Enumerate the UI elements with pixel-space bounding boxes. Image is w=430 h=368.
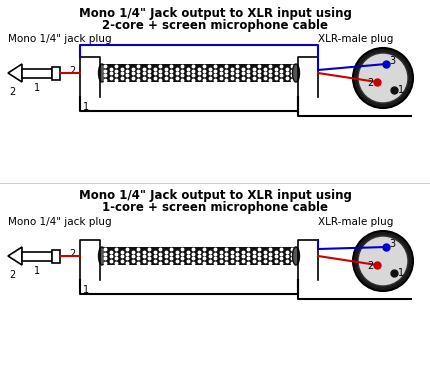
Text: 2: 2 bbox=[69, 66, 75, 76]
Text: 2-core + screen microphone cable: 2-core + screen microphone cable bbox=[102, 18, 328, 32]
Circle shape bbox=[358, 236, 408, 286]
Text: Mono 1/4" jack plug: Mono 1/4" jack plug bbox=[8, 217, 112, 227]
Text: 3: 3 bbox=[389, 239, 395, 249]
Ellipse shape bbox=[292, 64, 300, 82]
Text: 1: 1 bbox=[34, 266, 40, 276]
Text: 2: 2 bbox=[367, 78, 373, 88]
Text: 2: 2 bbox=[9, 270, 15, 280]
Text: 1-core + screen microphone cable: 1-core + screen microphone cable bbox=[102, 202, 328, 215]
Text: 1: 1 bbox=[83, 102, 89, 112]
Circle shape bbox=[358, 53, 408, 103]
Bar bbox=[52, 250, 60, 262]
Bar bbox=[52, 67, 60, 79]
Bar bbox=[22, 251, 52, 261]
Text: 2: 2 bbox=[9, 87, 15, 97]
Text: 1: 1 bbox=[34, 83, 40, 93]
Text: 2: 2 bbox=[367, 261, 373, 271]
Text: Mono 1/4" jack plug: Mono 1/4" jack plug bbox=[8, 34, 112, 44]
Text: XLR-male plug: XLR-male plug bbox=[318, 34, 393, 44]
Text: 1: 1 bbox=[398, 85, 404, 95]
Text: 1: 1 bbox=[83, 285, 89, 295]
Bar bbox=[102, 64, 296, 82]
Circle shape bbox=[353, 231, 413, 291]
Circle shape bbox=[353, 48, 413, 108]
Bar bbox=[102, 247, 296, 265]
Text: 2: 2 bbox=[69, 249, 75, 259]
Bar bbox=[22, 68, 52, 78]
Ellipse shape bbox=[98, 64, 105, 82]
Ellipse shape bbox=[98, 247, 105, 265]
Ellipse shape bbox=[292, 247, 300, 265]
Text: 3: 3 bbox=[389, 56, 395, 66]
Text: 1: 1 bbox=[398, 268, 404, 278]
Text: XLR-male plug: XLR-male plug bbox=[318, 217, 393, 227]
Text: Mono 1/4" Jack output to XLR input using: Mono 1/4" Jack output to XLR input using bbox=[79, 190, 351, 202]
Text: Mono 1/4" Jack output to XLR input using: Mono 1/4" Jack output to XLR input using bbox=[79, 7, 351, 20]
